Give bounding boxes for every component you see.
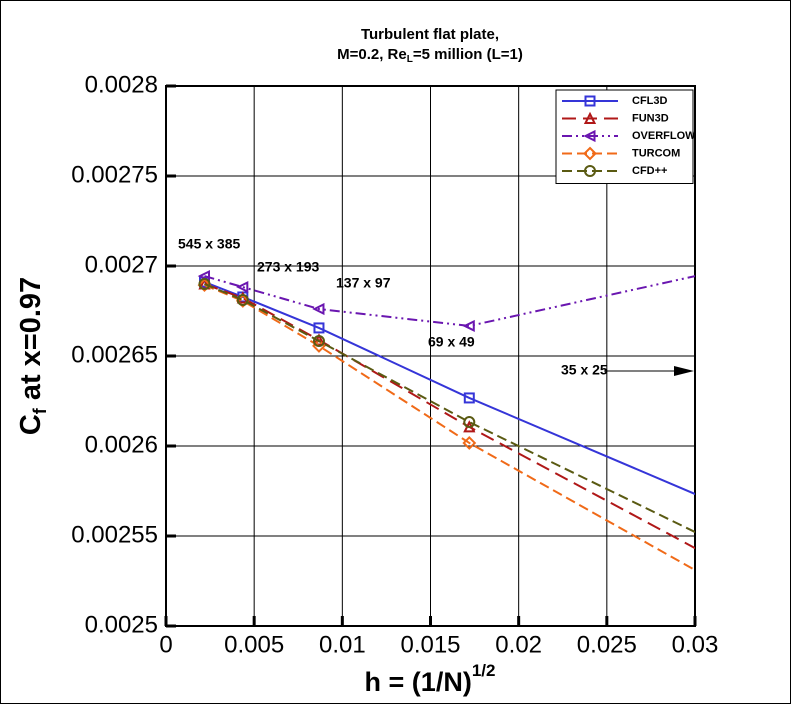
series-line [204, 281, 695, 496]
x-tick-label: 0.015 [400, 631, 460, 658]
legend-label: TURCOM [632, 147, 680, 159]
legend-marker [584, 95, 596, 107]
annotation: 35 x 25 [561, 362, 608, 378]
marker [236, 294, 249, 307]
annotation-arrowhead [674, 366, 694, 376]
annotation: 545 x 385 [178, 236, 240, 252]
plot-border [165, 85, 696, 627]
legend-label: FUN3D [632, 112, 669, 124]
legend-marker [583, 146, 597, 161]
x-label-sup: 1/2 [472, 661, 496, 680]
subtitle-text: M=0.2, Re [337, 46, 407, 63]
y-tick-label: 0.0028 [85, 71, 158, 98]
marker [198, 278, 211, 290]
marker [312, 302, 325, 316]
legend-marker [583, 111, 597, 124]
x-tick-label: 0.025 [577, 631, 637, 658]
legend-box [555, 89, 694, 184]
marker [197, 278, 212, 292]
y-tick-label: 0.00275 [71, 161, 158, 188]
y-tick-label: 0.00265 [71, 341, 158, 368]
legend-label: CFL3D [632, 95, 668, 107]
x-label-text: h = (1/N) [365, 667, 472, 697]
x-tick-label: 0.02 [495, 631, 542, 658]
series-line [204, 275, 695, 327]
series-line [204, 283, 695, 534]
marker [463, 392, 475, 404]
y-label-text: C [15, 414, 47, 435]
y-tick-label: 0.0026 [85, 431, 158, 458]
x-axis-label: h = (1/N)1/2 [365, 661, 496, 697]
marker [313, 322, 325, 334]
chart-subtitle: M=0.2, ReL=5 million (L=1) [337, 46, 523, 65]
chart-title: Turbulent flat plate, [361, 26, 499, 43]
annotation: 69 x 49 [428, 334, 475, 350]
x-tick-label: 0.005 [224, 631, 284, 658]
x-tick-label: 0.03 [672, 631, 719, 658]
x-tick-label: 0.01 [319, 631, 366, 658]
y-label-sub: f [30, 407, 50, 414]
y-tick-label: 0.0027 [85, 251, 158, 278]
marker [462, 319, 475, 333]
plot-area [197, 269, 695, 572]
subtitle-rest: =5 million (L=1) [413, 46, 523, 63]
y-tick-label: 0.0025 [85, 611, 158, 638]
x-tick-label: 0 [159, 631, 172, 658]
legend-marker [583, 129, 596, 143]
annotation: 137 x 97 [336, 275, 391, 291]
y-axis-label: Cf at x=0.97 [15, 277, 50, 435]
marker [312, 335, 325, 348]
y-tick-label: 0.00255 [71, 521, 158, 548]
subtitle-sub: L [407, 54, 413, 65]
legend-label: CFD++ [632, 165, 667, 177]
marker [236, 280, 249, 294]
marker [462, 436, 477, 450]
legend-marker [584, 165, 596, 177]
y-label-rest: at x=0.97 [15, 277, 47, 408]
annotation: 273 x 193 [257, 259, 319, 275]
legend-label: OVERFLOW [632, 130, 696, 142]
marker [463, 416, 476, 429]
